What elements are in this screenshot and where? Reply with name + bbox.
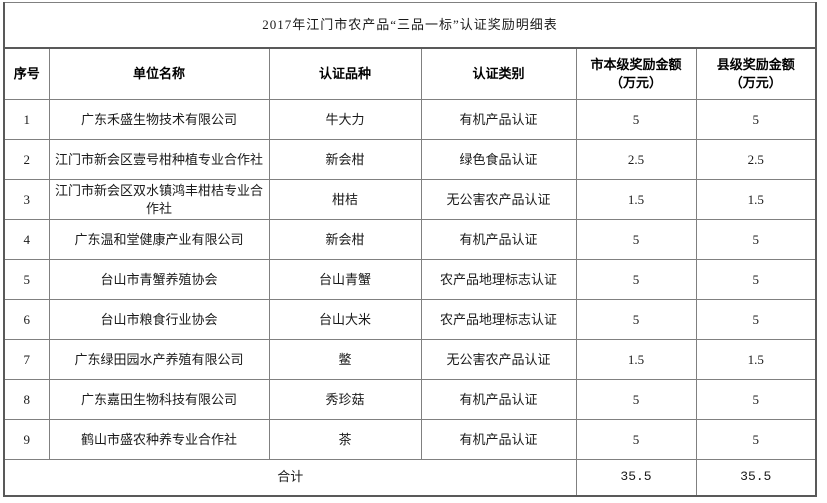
row-number-cell: 7 [3, 339, 50, 380]
category-cell: 有机产品认证 [420, 219, 577, 260]
county-amount-cell: 2.5 [695, 139, 817, 180]
total-county-amount: 35.5 [695, 459, 817, 496]
column-header-county-amount: 县级奖励金额 （万元） [695, 47, 817, 100]
category-cell: 无公害农产品认证 [420, 179, 577, 220]
column-header-city-amount: 市本级奖励金额 （万元） [575, 47, 697, 100]
table-row: 5 台山市青蟹养殖协会 台山青蟹 农产品地理标志认证 5 5 [3, 259, 817, 300]
city-amount-cell: 1.5 [575, 339, 697, 380]
table-row: 6 台山市粮食行业协会 台山大米 农产品地理标志认证 5 5 [3, 299, 817, 340]
county-amount-cell: 1.5 [695, 179, 817, 220]
total-label: 合计 [3, 459, 577, 496]
row-number-cell: 5 [3, 259, 50, 300]
variety-cell: 柑桔 [268, 179, 422, 220]
table-row: 9 鹤山市盛农种养专业合作社茶有机产品认证 5 5 [3, 419, 817, 460]
category-cell: 无公害农产品认证 [420, 339, 577, 380]
total-row: 合计 35.5 35.5 [3, 459, 817, 496]
variety-cell: 茶 [268, 419, 422, 460]
county-amount-cell: 5 [695, 299, 817, 340]
total-city-amount: 35.5 [575, 459, 697, 496]
row-number-cell: 2 [3, 139, 50, 180]
city-amount-cell: 5 [575, 99, 697, 140]
row-number-cell: 4 [3, 219, 50, 260]
variety-cell: 秀珍菇 [268, 379, 422, 420]
city-amount-cell: 1.5 [575, 179, 697, 220]
table-row: 4 广东温和堂健康产业有限公司 新会柑 有机产品认证 5 5 [3, 219, 817, 260]
city-amount-cell: 5 [575, 419, 697, 460]
row-number-cell: 3 [3, 179, 50, 220]
city-amount-cell: 5 [575, 219, 697, 260]
table-row: 8 广东嘉田生物科技有限公司 秀珍菇 有机产品认证 5 5 [3, 379, 817, 420]
variety-cell: 新会柑 [268, 139, 422, 180]
county-amount-cell: 5 [695, 99, 817, 140]
variety-cell: 台山青蟹 [268, 259, 422, 300]
category-cell: 农产品地理标志认证 [420, 259, 577, 300]
unit-name-cell: 广东禾盛生物技术有限公司 [48, 99, 270, 140]
unit-name-cell: 江门市新会区双水镇鸿丰柑桔专业合作社 [48, 179, 270, 220]
county-amount-cell: 1.5 [695, 339, 817, 380]
variety-cell: 台山大米 [268, 299, 422, 340]
category-cell: 绿色食品认证 [420, 139, 577, 180]
table-body: 1 广东禾盛生物技术有限公司 牛大力 有机产品认证 5 5 2 江门市新会区壹号柑种植专业合作… [3, 99, 817, 460]
variety-cell: 牛大力 [268, 99, 422, 140]
city-amount-cell: 5 [575, 299, 697, 340]
column-header-variety: 认证品种 [268, 47, 422, 100]
city-amount-cell: 5 [575, 379, 697, 420]
page-title: 2017年江门市农产品“三品一标”认证奖励明细表 [3, 2, 817, 49]
row-number-cell: 6 [3, 299, 50, 340]
city-amount-cell: 2.5 [575, 139, 697, 180]
unit-name-cell: 广东绿田园水产养殖有限公司 [48, 339, 270, 380]
row-number-cell: 8 [3, 379, 50, 420]
table-row: 2 江门市新会区壹号柑种植专业合作社 新会柑 绿色食品认证 2.5 2.5 [3, 139, 817, 180]
category-cell: 有机产品认证 [420, 379, 577, 420]
reward-detail-table: 2017年江门市农产品“三品一标”认证奖励明细表 序号 单位名称 认证品种 认证… [3, 2, 818, 497]
unit-name-cell: 江门市新会区壹号柑种植专业合作社 [48, 139, 270, 180]
county-amount-cell: 5 [695, 259, 817, 300]
unit-name-cell: 广东温和堂健康产业有限公司 [48, 219, 270, 260]
table-row: 3 江门市新会区双水镇鸿丰柑桔专业合作社 柑桔 无公害农产品认证 1.5 1.5 [3, 179, 817, 220]
county-amount-cell: 5 [695, 419, 817, 460]
title-row: 2017年江门市农产品“三品一标”认证奖励明细表 [3, 2, 817, 49]
unit-name-cell: 台山市青蟹养殖协会 [48, 259, 270, 300]
column-header-unit: 单位名称 [48, 47, 270, 100]
table-row: 1 广东禾盛生物技术有限公司 牛大力 有机产品认证 5 5 [3, 99, 817, 140]
row-number-cell: 9 [3, 419, 50, 460]
category-cell: 有机产品认证 [420, 419, 577, 460]
unit-name-cell: 鹤山市盛农种养专业合作社 [48, 419, 270, 460]
category-cell: 有机产品认证 [420, 99, 577, 140]
table-row: 7 广东绿田园水产养殖有限公司鳖无公害农产品认证 1.5 1.5 [3, 339, 817, 380]
row-number-cell: 1 [3, 99, 50, 140]
city-amount-cell: 5 [575, 259, 697, 300]
table-header-row: 序号 单位名称 认证品种 认证类别 市本级奖励金额 （万元） 县级奖励金额 （万… [3, 47, 817, 100]
unit-name-cell: 广东嘉田生物科技有限公司 [48, 379, 270, 420]
county-amount-cell: 5 [695, 379, 817, 420]
unit-name-cell: 台山市粮食行业协会 [48, 299, 270, 340]
column-header-category: 认证类别 [420, 47, 577, 100]
column-header-serial: 序号 [3, 47, 50, 100]
variety-cell: 鳖 [268, 339, 422, 380]
variety-cell: 新会柑 [268, 219, 422, 260]
category-cell: 农产品地理标志认证 [420, 299, 577, 340]
county-amount-cell: 5 [695, 219, 817, 260]
